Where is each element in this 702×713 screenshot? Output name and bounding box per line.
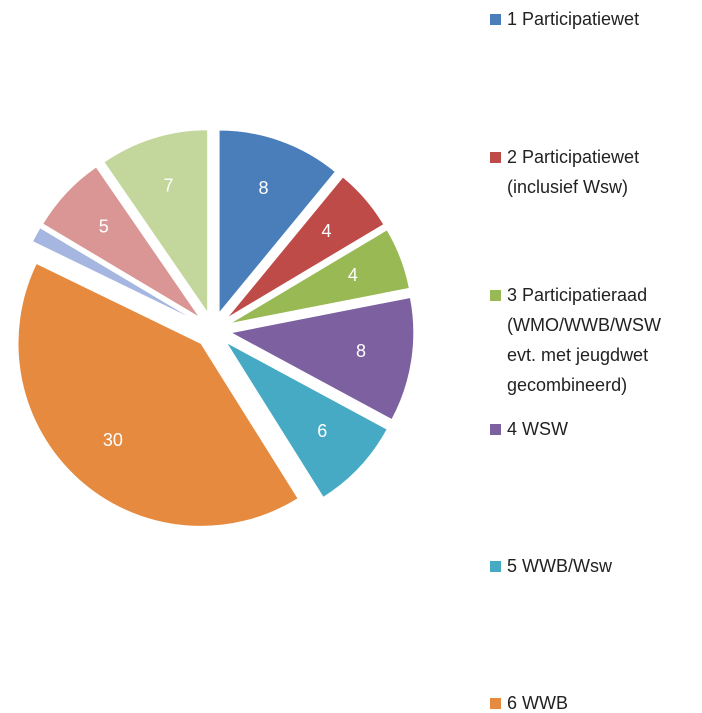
data-label: 8 bbox=[259, 178, 269, 198]
data-label: 5 bbox=[99, 216, 109, 236]
data-label: 4 bbox=[322, 221, 332, 241]
legend-label: 1 Participatiewet bbox=[507, 9, 640, 29]
pie-slice bbox=[224, 340, 388, 499]
legend-swatch bbox=[490, 152, 501, 163]
pie-slice bbox=[218, 129, 337, 315]
pie-slice bbox=[229, 229, 410, 325]
pie-area: 8 4 4 8 6 30 5 7 bbox=[17, 129, 415, 527]
pie-slice bbox=[229, 296, 415, 421]
data-label: 6 bbox=[317, 421, 327, 441]
legend-label: 2 Participatiewet (inclusief Wsw) bbox=[507, 147, 640, 197]
data-label: 4 bbox=[348, 265, 358, 285]
legend-label: 3 Participatieraad (WMO/WWB/WSW evt. met… bbox=[507, 285, 661, 395]
legend-label: 6 WWB bbox=[507, 693, 568, 713]
pie-slice bbox=[31, 227, 198, 322]
pie-slice bbox=[103, 129, 209, 315]
data-label: 8 bbox=[356, 341, 366, 361]
legend-swatch bbox=[490, 561, 501, 572]
legend-label: 4 WSW bbox=[507, 419, 568, 439]
legend-swatch bbox=[490, 14, 501, 25]
legend-swatch bbox=[490, 424, 501, 435]
legend-swatch bbox=[490, 698, 501, 709]
legend-swatch bbox=[490, 290, 501, 301]
data-label: 7 bbox=[164, 176, 174, 196]
pie-slice bbox=[226, 176, 385, 319]
data-label: 30 bbox=[103, 430, 123, 450]
pie-slice bbox=[17, 262, 299, 527]
pie-slice bbox=[42, 166, 201, 319]
legend-label: 5 WWB/Wsw bbox=[507, 556, 612, 576]
